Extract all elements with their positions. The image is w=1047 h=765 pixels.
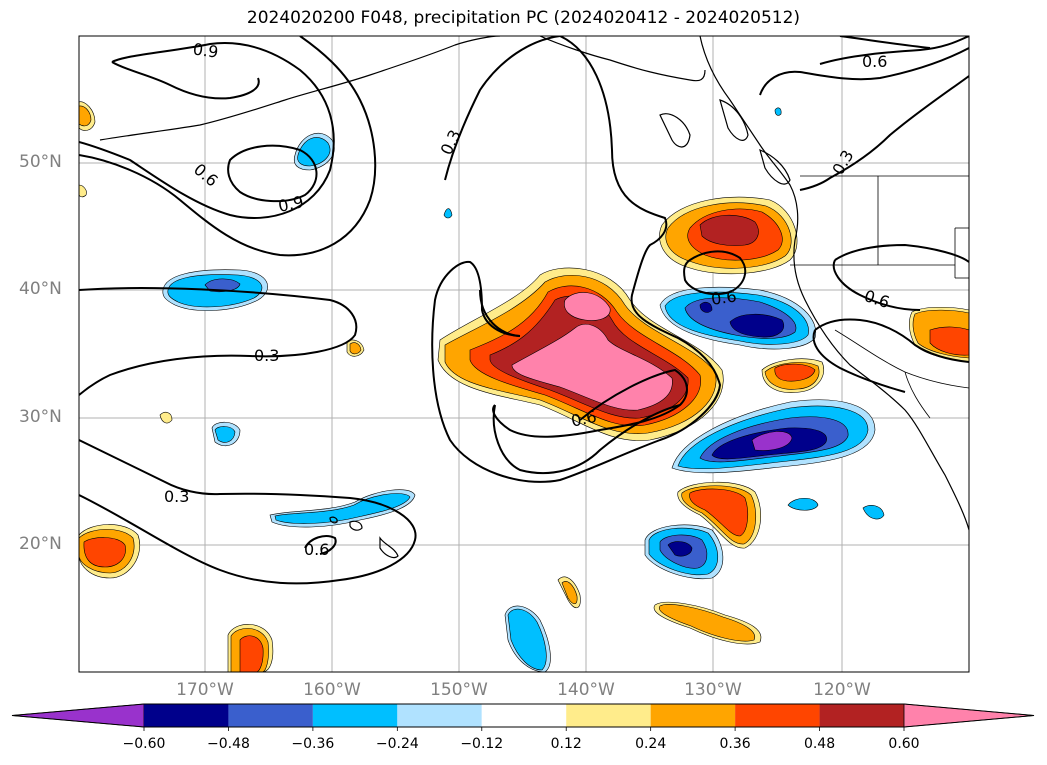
negative-anomaly-38n: [659, 286, 817, 350]
colorbar-tick-label: −0.24: [375, 736, 419, 752]
lon-label: 150°W: [430, 680, 488, 700]
colorbar-cell: [312, 704, 398, 727]
filled-areas: [79, 101, 969, 672]
colorbar-tick-label: 0.24: [635, 736, 667, 752]
positive-anomaly-small: [79, 101, 969, 672]
colorbar-cell: [566, 704, 651, 727]
contour-label: 0.3: [164, 487, 189, 506]
contour-label: 0.9: [276, 192, 305, 216]
contour-label: 0.6: [569, 407, 598, 431]
negative-anomaly-south: [504, 605, 551, 672]
borders: [790, 175, 969, 419]
positive-anomaly-northeast: [659, 196, 798, 275]
coastlines: [99, 36, 969, 559]
colorbar-extend-low: [11, 703, 145, 728]
colorbar-tick-label: 0.12: [550, 736, 582, 752]
contour-label: 0.9: [192, 39, 220, 61]
lat-label: 40°N: [19, 279, 62, 299]
contour-lines: [79, 36, 969, 585]
colorbar-cell: [228, 704, 313, 727]
negative-anomaly-28n: [671, 399, 876, 474]
positive-anomaly-central: [437, 267, 724, 441]
lon-label: 130°W: [684, 680, 742, 700]
colorbar-tick-label: −0.60: [122, 736, 166, 752]
lon-label: 160°W: [303, 680, 361, 700]
colorbar-cell: [819, 704, 904, 727]
lat-label: 20°N: [19, 534, 62, 554]
colorbar-cell: [650, 704, 736, 727]
negative-anomaly-20n: [644, 524, 724, 580]
colorbar-cell: [735, 704, 820, 727]
lon-label: 120°W: [813, 680, 871, 700]
negative-anomaly-northwest: [293, 133, 335, 171]
colorbar-tick-label: 0.60: [888, 736, 920, 752]
contour-label: 0.6: [304, 540, 329, 559]
contour-label: 0.3: [254, 346, 279, 365]
lon-label: 170°W: [176, 680, 234, 700]
map-title: 2024020200 F048, precipitation PC (20240…: [246, 8, 801, 28]
colorbar-cell: [144, 704, 229, 727]
negative-anomaly-hawaii: [211, 421, 416, 528]
colorbar-tick-label: −0.36: [291, 736, 335, 752]
lat-label: 50°N: [19, 152, 62, 172]
contour-label: 0.6: [862, 52, 887, 71]
colorbar: [11, 703, 1035, 731]
colorbar-cell: [481, 704, 567, 727]
colorbar-cell: [397, 704, 482, 727]
colorbar-tick-label: −0.48: [206, 736, 250, 752]
map-frame: [78, 35, 970, 673]
lon-label: 140°W: [557, 680, 615, 700]
colorbar-tick-label: 0.36: [719, 736, 751, 752]
lat-label: 30°N: [19, 407, 62, 427]
contour-label: 0.6: [710, 286, 738, 308]
colorbar-tick-label: 0.48: [803, 736, 836, 752]
colorbar-tick-label: −0.12: [460, 736, 504, 752]
colorbar-extend-high: [903, 703, 1035, 728]
